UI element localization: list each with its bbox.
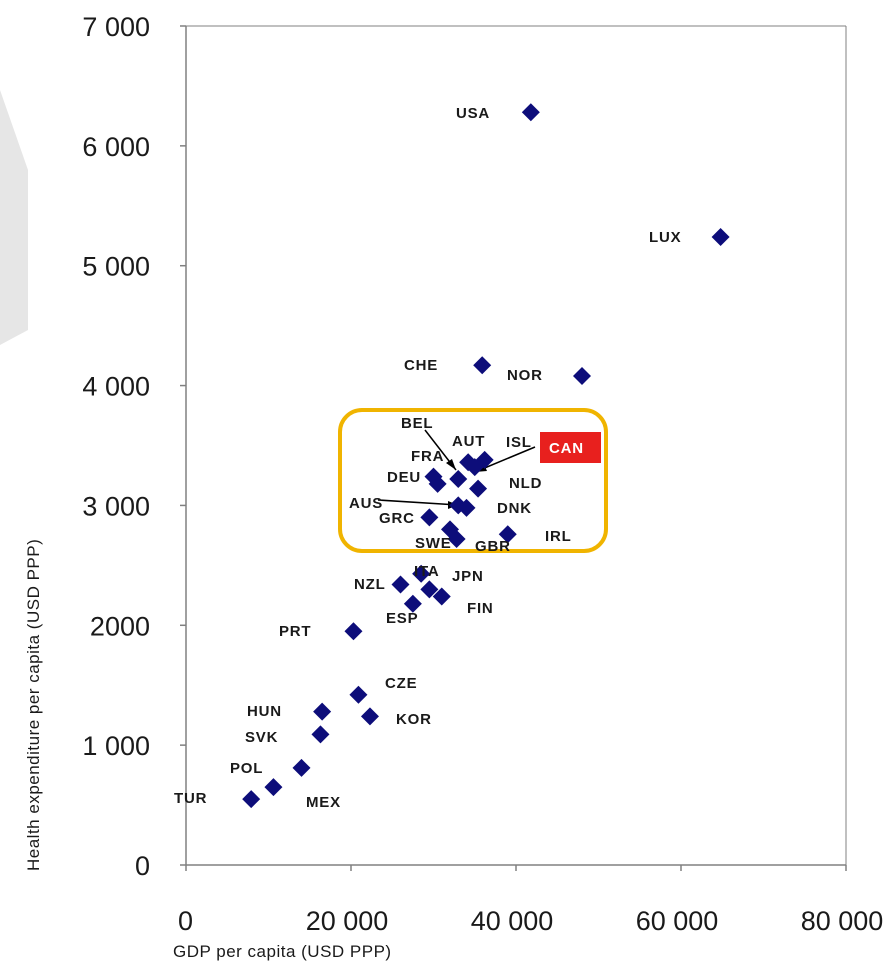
point-labels: USA LUX CHE NOR BEL AUT ISL CAN FRA DEU …	[174, 105, 681, 811]
y-tick-label: 4 000	[82, 372, 150, 402]
label-pol: POL	[230, 760, 263, 777]
label-grc: GRC	[379, 510, 415, 527]
arrow-aus	[377, 499, 459, 506]
label-mex: MEX	[306, 794, 341, 811]
point-grc	[420, 508, 439, 527]
y-ticks: 0 1 000 2000 3 000 4 000 5 000 6 000 7 000	[82, 12, 186, 881]
label-aus: AUS	[349, 495, 383, 512]
y-tick-label: 5 000	[82, 252, 150, 282]
point-hun	[313, 702, 332, 721]
y-tick-label: 2000	[90, 611, 150, 641]
label-esp: ESP	[386, 610, 418, 627]
point-usa	[521, 103, 540, 122]
data-points	[242, 103, 730, 809]
point-nld	[469, 479, 488, 498]
y-tick-label: 7 000	[82, 12, 150, 42]
point-gbr	[447, 529, 466, 548]
point-nor	[573, 366, 591, 385]
label-fra: FRA	[411, 448, 444, 465]
label-can-highlight	[540, 432, 601, 463]
label-usa: USA	[456, 105, 490, 122]
label-swe: SWE	[415, 535, 452, 552]
y-axis-title: Health expenditure per capita (USD PPP)	[24, 539, 43, 871]
point-kor	[360, 707, 379, 726]
label-irl: IRL	[545, 528, 572, 545]
point-cze	[349, 685, 368, 704]
point-lux	[711, 227, 730, 246]
label-hun: HUN	[247, 703, 282, 720]
arrow-bel-head	[446, 459, 456, 470]
x-tick-label: 60 000	[636, 906, 719, 936]
point-deu	[428, 474, 447, 493]
point-jpn	[420, 580, 439, 599]
point-prt	[344, 622, 363, 641]
label-jpn: JPN	[452, 568, 484, 585]
background-decoration	[0, 90, 28, 345]
label-nld: NLD	[509, 475, 542, 492]
y-tick-label: 6 000	[82, 132, 150, 162]
label-che: CHE	[404, 357, 438, 374]
point-ita	[412, 564, 431, 583]
point-dnk	[457, 498, 476, 517]
label-lux: LUX	[649, 229, 681, 246]
label-nor: NOR	[507, 367, 543, 384]
point-fin	[432, 587, 451, 606]
x-tick-label: 0	[178, 906, 193, 936]
x-ticks: 0 20 000 40 000 60 000 80 000	[178, 865, 883, 936]
label-nzl: NZL	[354, 576, 386, 593]
point-mex	[264, 778, 283, 797]
label-prt: PRT	[279, 623, 311, 640]
label-bel: BEL	[401, 415, 433, 432]
label-isl: ISL	[506, 434, 532, 451]
x-tick-label: 40 000	[471, 906, 554, 936]
y-tick-label: 3 000	[82, 491, 150, 521]
point-bel	[449, 470, 468, 489]
label-can: CAN	[549, 440, 584, 457]
point-irl	[498, 525, 517, 544]
label-ita: ITA	[414, 563, 439, 580]
point-che	[473, 356, 492, 375]
label-fin: FIN	[467, 600, 494, 617]
point-can	[465, 458, 484, 477]
point-tur	[242, 790, 261, 809]
label-deu: DEU	[387, 469, 421, 486]
y-tick-label: 0	[135, 851, 150, 881]
point-aus	[449, 496, 468, 515]
point-pol	[292, 758, 311, 777]
highlight-box	[338, 408, 608, 553]
point-nzl	[391, 575, 410, 594]
label-svk: SVK	[245, 729, 278, 746]
label-tur: TUR	[174, 790, 207, 807]
label-dnk: DNK	[497, 500, 532, 517]
x-tick-label: 20 000	[306, 906, 389, 936]
label-cze: CZE	[385, 675, 417, 692]
y-tick-label: 1 000	[82, 731, 150, 761]
point-esp	[403, 594, 422, 613]
x-tick-label: 80 000	[801, 906, 884, 936]
label-kor: KOR	[396, 711, 432, 728]
point-svk	[311, 725, 330, 744]
label-gbr: GBR	[475, 538, 511, 555]
label-aut: AUT	[452, 433, 485, 450]
x-axis-title: GDP per capita (USD PPP)	[173, 942, 392, 961]
